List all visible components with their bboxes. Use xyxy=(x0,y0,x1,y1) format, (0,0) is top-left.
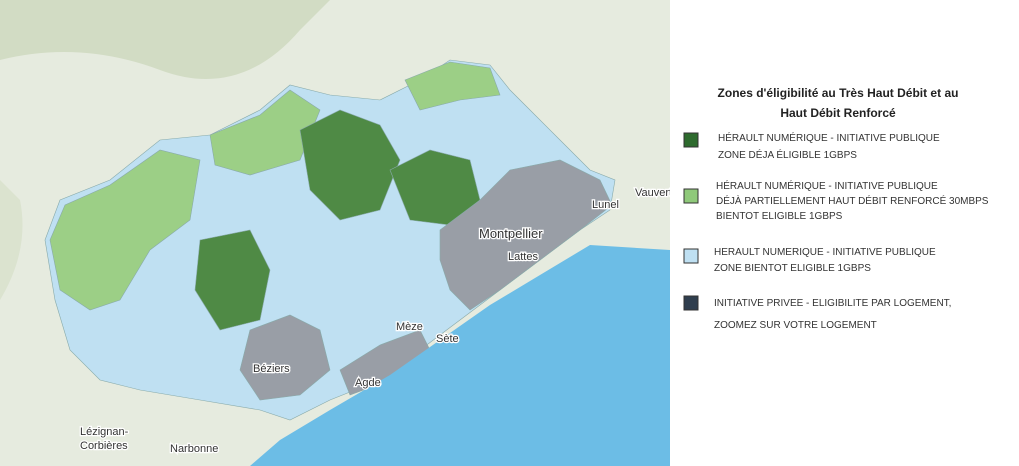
legend-text: ZOOMEZ SUR VOTRE LOGEMENT xyxy=(714,320,877,331)
zone-partial xyxy=(404,61,501,111)
legend-text: BIENTOT ELIGIBLE 1GBPS xyxy=(716,211,843,222)
place-label: Sète xyxy=(436,333,459,345)
place-label: Narbonne xyxy=(170,443,218,455)
department xyxy=(44,59,616,421)
place-label: Lézignan- xyxy=(80,426,129,438)
place-label: Lunel xyxy=(592,199,619,211)
legend-text: INITIATIVE PRIVEE - ELIGIBILITE PAR LOGE… xyxy=(714,298,951,309)
place-label: Corbières xyxy=(80,440,128,452)
legend: Zones d'éligibilité au Très Haut Débit e… xyxy=(670,0,1019,466)
place-label: Montpellier xyxy=(479,226,543,241)
legend-title: Zones d'éligibilité au Très Haut Débit e… xyxy=(718,86,959,100)
legend-swatch xyxy=(683,248,699,264)
relief xyxy=(0,180,23,300)
place-label: Agde xyxy=(355,377,381,389)
legend-text: ZONE DÉJA ÉLIGIBLE 1GBPS xyxy=(718,148,857,161)
map: Montpellier Lattes Lunel Mèze Sète Bézie… xyxy=(0,0,673,466)
legend-swatch xyxy=(683,188,699,204)
legend-text: HÉRAULT NUMÉRIQUE - INITIATIVE PUBLIQUE xyxy=(716,179,938,192)
legend-text: ZONE BIENTOT ELIGIBLE 1GBPS xyxy=(714,263,871,274)
place-label: Lattes xyxy=(508,251,538,263)
legend-swatch xyxy=(683,132,699,148)
zone-eligible xyxy=(194,229,271,331)
zone-eligible xyxy=(299,109,401,221)
sea xyxy=(250,245,670,466)
legend-panel xyxy=(670,0,1019,466)
place-label: Mèze xyxy=(396,321,423,333)
zone-private xyxy=(239,314,331,401)
place-label: Vauvert xyxy=(635,187,672,199)
legend-text: HÉRAULT NUMÉRIQUE - INITIATIVE PUBLIQUE xyxy=(718,131,940,144)
legend-title: Haut Débit Renforcé xyxy=(780,106,896,120)
legend-text: DÉJÀ PARTIELLEMENT HAUT DÉBIT RENFORCÉ 3… xyxy=(716,194,989,207)
relief xyxy=(0,0,330,79)
zone-partial xyxy=(49,149,201,311)
legend-text: HERAULT NUMERIQUE - INITIATIVE PUBLIQUE xyxy=(714,247,936,258)
place-label: Béziers xyxy=(253,363,290,375)
legend-swatch xyxy=(683,295,699,311)
zone-private xyxy=(439,159,613,311)
